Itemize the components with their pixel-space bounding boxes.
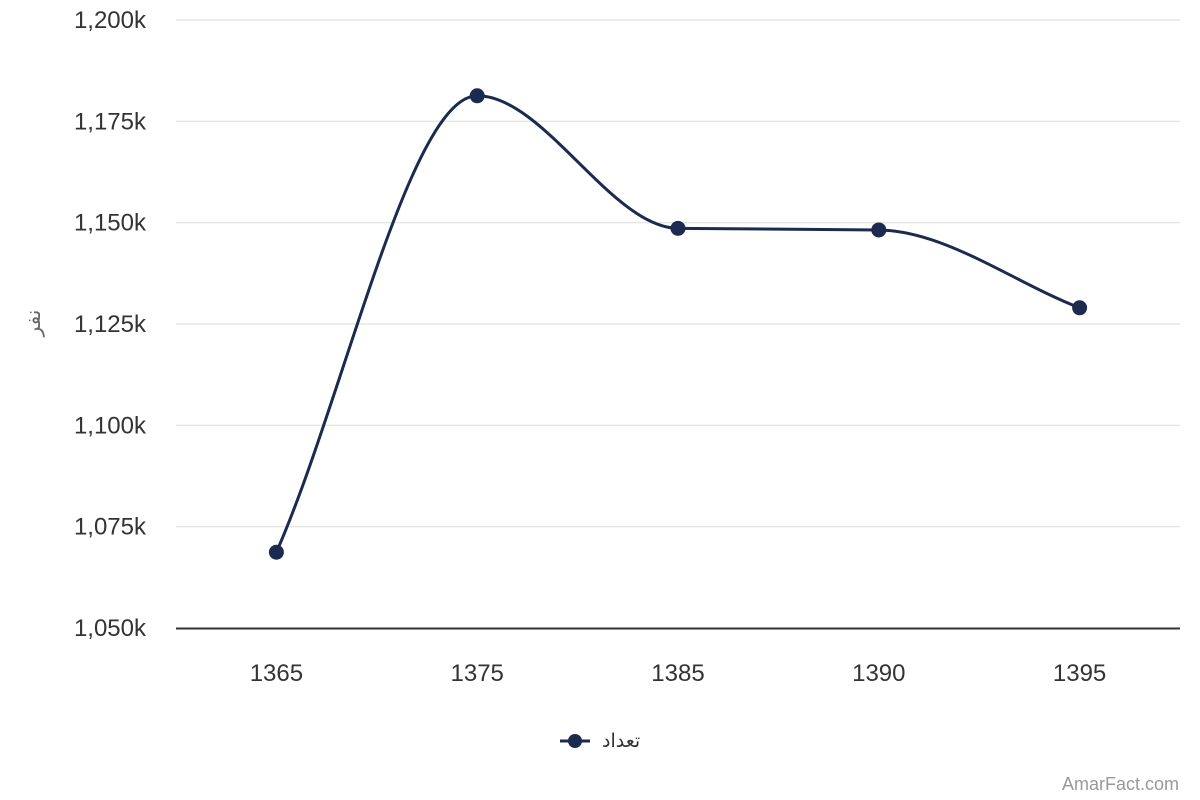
- y-tick-label: 1,050k: [74, 615, 147, 642]
- data-point[interactable]: [469, 88, 485, 104]
- x-tick-label: 1395: [1053, 660, 1106, 687]
- grid-lines: [176, 19, 1180, 528]
- y-tick-label: 1,150k: [74, 210, 147, 237]
- x-tick-label: 1375: [451, 660, 504, 687]
- x-tick-label: 1385: [651, 660, 704, 687]
- y-axis-label: نفر: [21, 310, 45, 338]
- y-tick-label: 1,125k: [74, 311, 147, 338]
- legend[interactable]: تعداد: [560, 730, 640, 752]
- y-axis-ticks: 1,050k 1,075k 1,100k 1,125k 1,150k 1,175k 1,20…: [74, 7, 147, 642]
- credit-text[interactable]: AmarFact.com: [1062, 774, 1179, 794]
- data-point[interactable]: [1072, 300, 1088, 316]
- y-tick-label: 1,100k: [74, 412, 147, 439]
- series-line: [274, 94, 1082, 554]
- series-group: [268, 88, 1088, 560]
- y-tick-label: 1,075k: [74, 514, 147, 541]
- data-point[interactable]: [871, 222, 887, 238]
- legend-label: تعداد: [602, 730, 640, 752]
- x-tick-label: 1365: [250, 660, 303, 687]
- data-point[interactable]: [670, 220, 686, 236]
- y-tick-label: 1,175k: [74, 108, 147, 135]
- x-axis-ticks: 1365 1375 1385 1390 1395: [250, 660, 1107, 687]
- legend-marker-swatch: [568, 734, 582, 748]
- y-tick-label: 1,200k: [74, 7, 147, 34]
- data-point[interactable]: [268, 544, 284, 560]
- x-tick-label: 1390: [852, 660, 905, 687]
